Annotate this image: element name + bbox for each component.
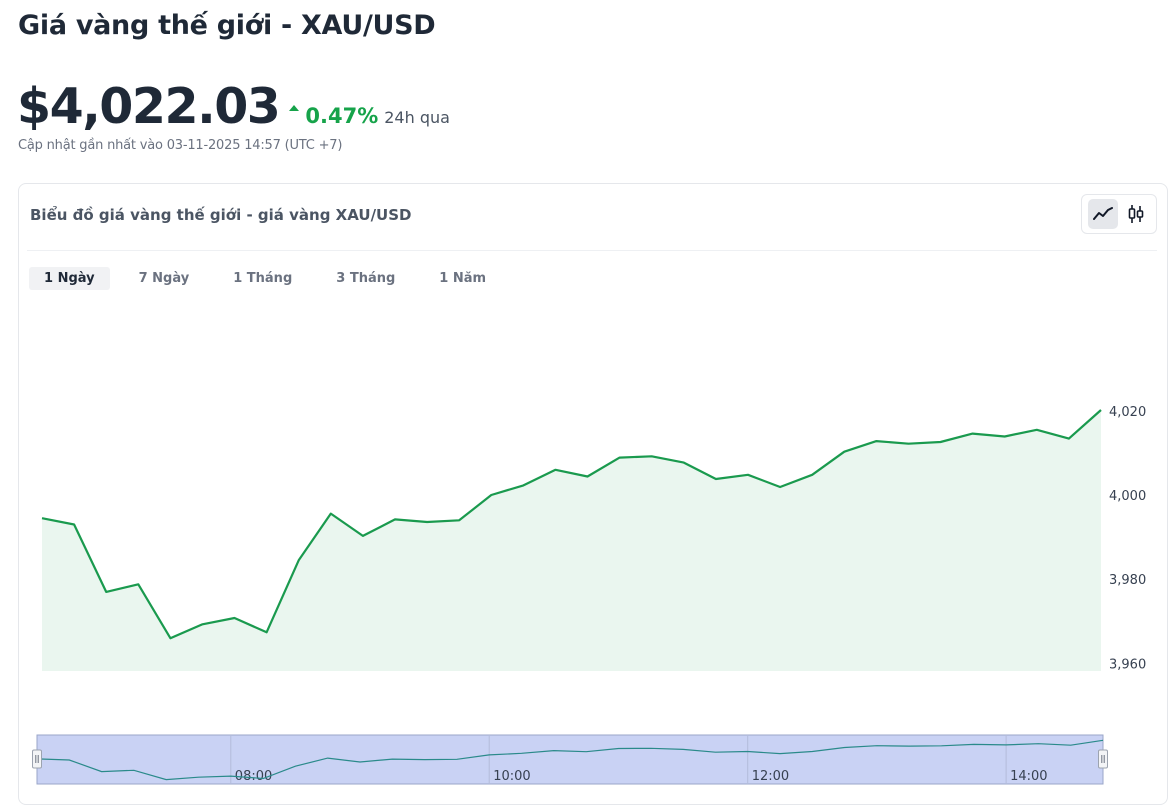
last-updated: Cập nhật gần nhất vào 03-11-2025 14:57 (… bbox=[18, 138, 343, 153]
tab-3-months[interactable]: 3 Tháng bbox=[336, 271, 396, 286]
change-percent: 0.47% bbox=[305, 104, 379, 128]
candlestick-icon bbox=[1128, 205, 1143, 223]
tab-1-day[interactable]: 1 Ngày bbox=[29, 267, 110, 290]
navigator-handle-left[interactable] bbox=[32, 749, 42, 769]
tab-1-year[interactable]: 1 Năm bbox=[439, 271, 487, 286]
navigator-x-label: 08:00 bbox=[235, 769, 272, 784]
y-tick-label: 4,000 bbox=[1109, 489, 1146, 504]
navigator-line bbox=[36, 739, 1104, 781]
chart-type-toggle bbox=[1081, 194, 1157, 234]
y-tick-label: 3,960 bbox=[1109, 657, 1146, 672]
page-title: Giá vàng thế giới - XAU/USD bbox=[18, 10, 436, 41]
tab-7-days[interactable]: 7 Ngày bbox=[138, 271, 190, 286]
price-line bbox=[41, 409, 1102, 640]
current-price: $4,022.03 bbox=[17, 78, 281, 135]
price-row: $4,022.03 0.47% 24h qua bbox=[17, 78, 450, 135]
navigator-x-label: 14:00 bbox=[1010, 769, 1047, 784]
chart-card-title: Biểu đồ giá vàng thế giới - giá vàng XAU… bbox=[30, 206, 412, 224]
navigator-x-label: 12:00 bbox=[752, 769, 789, 784]
up-arrow-icon bbox=[289, 104, 300, 111]
card-divider bbox=[27, 250, 1157, 251]
y-tick-label: 4,020 bbox=[1109, 405, 1146, 420]
price-area bbox=[42, 410, 1101, 671]
line-chart-button[interactable] bbox=[1087, 199, 1118, 229]
navigator-window[interactable] bbox=[36, 734, 1104, 785]
navigator-handle-right[interactable] bbox=[1098, 749, 1108, 769]
chart-card: Biểu đồ giá vàng thế giới - giá vàng XAU… bbox=[18, 183, 1168, 805]
price-chart: 3,960 3,980 4,000 4,020 08:00 10:00 12:00 14:00 bbox=[32, 405, 1146, 785]
candlestick-chart-button[interactable] bbox=[1121, 199, 1151, 229]
time-range-tabs: 1 Ngày 7 Ngày 1 Tháng 3 Tháng 1 Năm bbox=[29, 267, 515, 290]
tab-1-month[interactable]: 1 Tháng bbox=[233, 271, 293, 286]
line-chart-icon bbox=[1092, 207, 1113, 220]
change-period: 24h qua bbox=[384, 108, 450, 127]
navigator-x-label: 10:00 bbox=[493, 769, 530, 784]
y-tick-label: 3,980 bbox=[1109, 573, 1146, 588]
